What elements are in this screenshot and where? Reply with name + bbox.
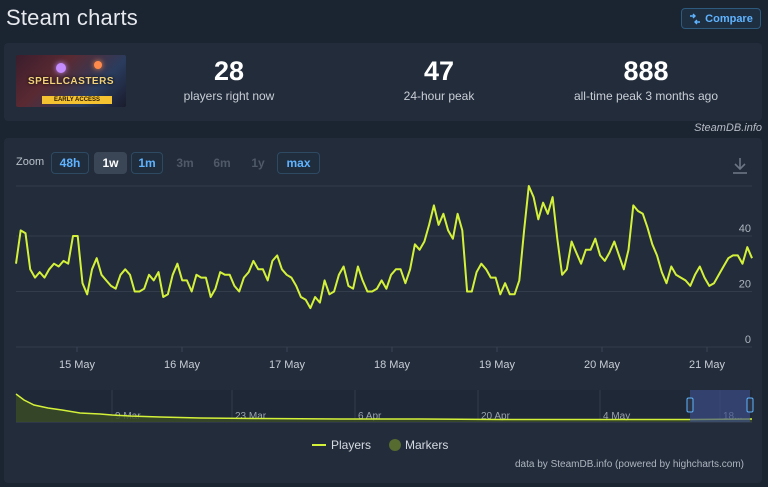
- stat-label: 24-hour peak: [403, 89, 475, 103]
- x-tick-label: 18 May: [374, 359, 411, 371]
- cover-badge: EARLY ACCESS: [42, 96, 112, 104]
- legend-players-label: Players: [331, 438, 372, 452]
- stat-value: 28: [213, 56, 245, 86]
- navigator-handle-right: [746, 397, 754, 413]
- legend-players[interactable]: Players: [312, 438, 371, 452]
- zoom-1w-button[interactable]: 1w: [94, 152, 127, 174]
- steamdb-watermark[interactable]: SteamDB.info: [694, 122, 762, 134]
- x-tick-label: 16 May: [164, 359, 201, 371]
- compare-button[interactable]: Compare: [681, 8, 761, 29]
- compare-icon: [690, 13, 701, 24]
- stat-label: all-time peak 3 months ago: [573, 89, 719, 103]
- zoom-max-button[interactable]: max: [277, 152, 320, 174]
- navigator-selection: [690, 390, 750, 422]
- chart-panel: [4, 138, 762, 483]
- page-title: Steam charts: [6, 5, 139, 30]
- zoom-48h-button[interactable]: 48h: [51, 152, 89, 174]
- compare-label: Compare: [705, 12, 753, 25]
- x-tick-label: 17 May: [269, 359, 306, 371]
- navigator-tick-label: 4 May: [603, 411, 630, 422]
- y-tick-label: 0: [745, 334, 751, 346]
- navigator-tick-label: 6 Apr: [358, 411, 382, 422]
- y-tick-label: 40: [739, 223, 751, 235]
- zoom-6m-button: 6m: [213, 156, 231, 170]
- game-cover-image[interactable]: SPELLCASTERS EARLY ACCESS: [16, 55, 126, 107]
- legend-line-swatch: [312, 444, 326, 446]
- x-tick-label: 19 May: [479, 359, 516, 371]
- cover-title: SPELLCASTERS: [27, 76, 114, 87]
- cover-art-orb: [94, 61, 102, 69]
- zoom-1m-button[interactable]: 1m: [131, 152, 163, 174]
- legend-markers[interactable]: Markers: [389, 438, 448, 452]
- stat-24h-peak: 47 24-hour peak: [364, 55, 514, 103]
- chart-credit: data by SteamDB.info (powered by highcha…: [515, 459, 744, 470]
- stat-current-players: 28 players right now: [154, 55, 304, 103]
- navigator-series-line: [15, 393, 753, 421]
- legend-markers-label: Markers: [405, 438, 449, 452]
- legend-marker-swatch: [389, 439, 401, 451]
- zoom-1y-button: 1y: [251, 156, 265, 170]
- stat-all-time-peak: 888 all-time peak 3 months ago: [556, 55, 736, 103]
- players-series-line: [15, 185, 753, 310]
- cover-art-orb: [56, 63, 66, 73]
- navigator-series-area: [16, 394, 752, 422]
- y-tick-label: 20: [739, 278, 751, 290]
- x-tick-label: 21 May: [689, 359, 726, 371]
- stat-label: players right now: [183, 89, 275, 103]
- navigator-tick-label: 20 Apr: [481, 411, 511, 422]
- stats-panel: SPELLCASTERS EARLY ACCESS 28 players rig…: [4, 43, 762, 121]
- download-icon[interactable]: [732, 157, 748, 175]
- x-tick-label: 15 May: [59, 359, 96, 371]
- x-tick-label: 20 May: [584, 359, 621, 371]
- stat-value: 47: [423, 56, 455, 86]
- navigator-tick-label: 23 Mar: [235, 411, 267, 422]
- navigator-handle-left: [686, 397, 694, 413]
- zoom-3m-button: 3m: [176, 156, 194, 170]
- zoom-label: Zoom: [16, 156, 45, 168]
- stat-value: 888: [623, 56, 669, 86]
